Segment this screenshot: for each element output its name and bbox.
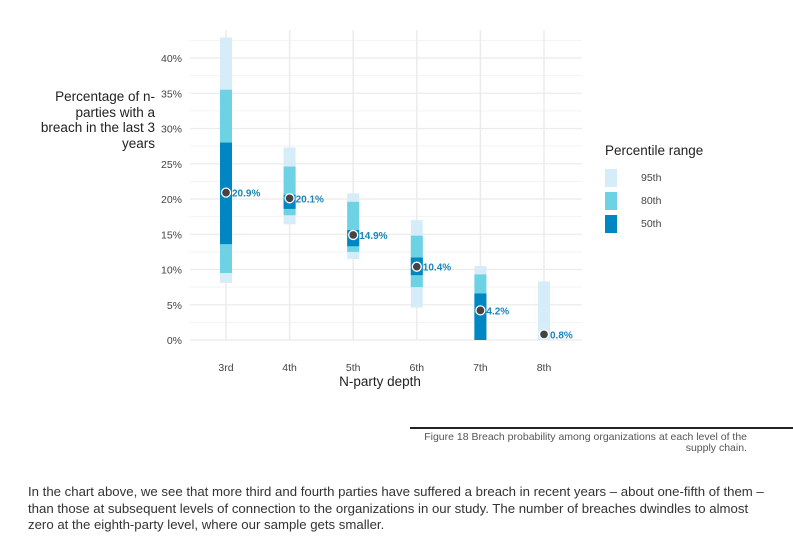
y-tick-label: 40% [161,53,182,65]
y-tick-label: 0% [167,335,182,347]
x-tick-label: 5th [346,362,361,374]
x-tick-label: 4th [282,362,297,374]
legend: Percentile range 95th 80th 50th [605,143,703,235]
y-tick-label: 15% [161,229,182,241]
chart: 0% 5% 10% 15% 20% 25% 30% 35% 40% 3rd 4th 5th 6th 7th… [161,30,582,374]
x-tick-label: 7th [473,362,488,374]
y-tick-label: 25% [161,159,182,171]
data-label: 0.8% [550,330,573,341]
y-tick-label: 5% [167,300,182,312]
legend-item-80th: 80th [605,189,703,212]
legend-item-95th: 95th [605,166,703,189]
range-bar-50th [474,293,487,340]
data-label: 20.1% [296,194,324,205]
figure-caption: Figure 18 Breach probability among organ… [424,431,747,454]
y-tick-label: 20% [161,194,182,206]
median-point [284,193,295,204]
legend-swatch [605,214,617,233]
median-point [348,229,359,241]
x-axis-label: N-party depth [339,374,421,389]
median-point [475,305,486,316]
x-tick-label: 6th [409,362,424,374]
y-tick-label: 35% [161,88,182,100]
body-paragraph: In the chart above, we see that more thi… [28,484,764,532]
data-label: 14.9% [359,231,387,242]
y-tick-label: 30% [161,124,182,136]
data-label: 4.2% [486,306,509,317]
x-tick-label: 8th [537,362,552,374]
legend-title: Percentile range [605,143,704,158]
legend-swatch [605,168,617,187]
median-point [220,187,232,198]
x-tick-label: 3rd [218,362,233,374]
legend-label: 95th [641,171,662,184]
caption-rule [410,427,793,429]
y-tick-label: 10% [161,265,182,277]
range-bar-95th [538,281,550,340]
legend-item-50th: 50th [605,212,703,235]
median-point [538,329,550,340]
legend-swatch [605,191,617,210]
data-label: 20.9% [232,189,260,200]
legend-label: 50th [641,217,662,230]
legend-label: 80th [641,194,662,207]
data-label: 10.4% [423,263,451,274]
median-point [411,261,422,272]
y-axis-label: Percentage of n-parties with a breach in… [40,89,155,151]
